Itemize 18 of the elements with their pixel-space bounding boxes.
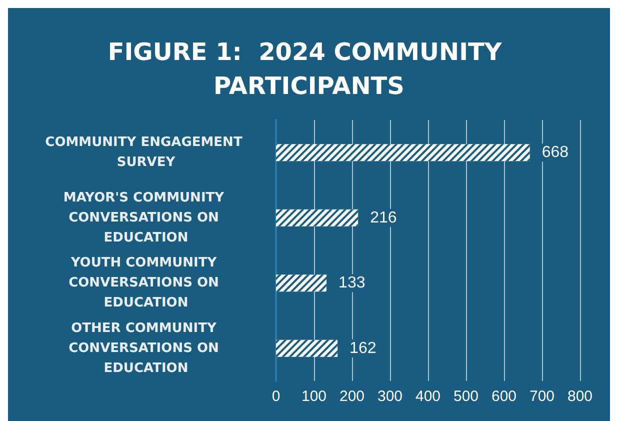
x-tick-label: 400 xyxy=(415,388,441,405)
x-tick-label: 100 xyxy=(301,388,327,405)
x-tick-label: 500 xyxy=(453,388,479,405)
x-tick-label: 600 xyxy=(491,388,517,405)
data-label: 133 xyxy=(338,274,366,292)
y-tick-label: YOUTH COMMUNITY CONVERSATIONS ON EDUCATION xyxy=(68,256,224,311)
x-tick-label: 200 xyxy=(339,388,365,405)
chart-title: FIGURE 1: 2024 COMMUNITY PARTICIPANTS xyxy=(108,38,510,100)
data-label: 216 xyxy=(370,209,397,226)
y-tick-label: MAYOR'S COMMUNITY CONVERSATIONS ON EDUCATION xyxy=(63,190,229,246)
x-tick-label: 300 xyxy=(377,388,403,405)
x-tick-label: 0 xyxy=(272,388,280,405)
y-tick-label: OTHER COMMUNITY CONVERSATIONS ON EDUCATION xyxy=(68,320,224,376)
data-label: 668 xyxy=(542,144,569,162)
x-tick-label: 700 xyxy=(529,388,555,405)
x-tick-label: 800 xyxy=(567,388,593,405)
y-tick-label: COMMUNITY ENGAGEMENT SURVEY xyxy=(45,135,247,170)
data-label: 162 xyxy=(350,340,376,357)
